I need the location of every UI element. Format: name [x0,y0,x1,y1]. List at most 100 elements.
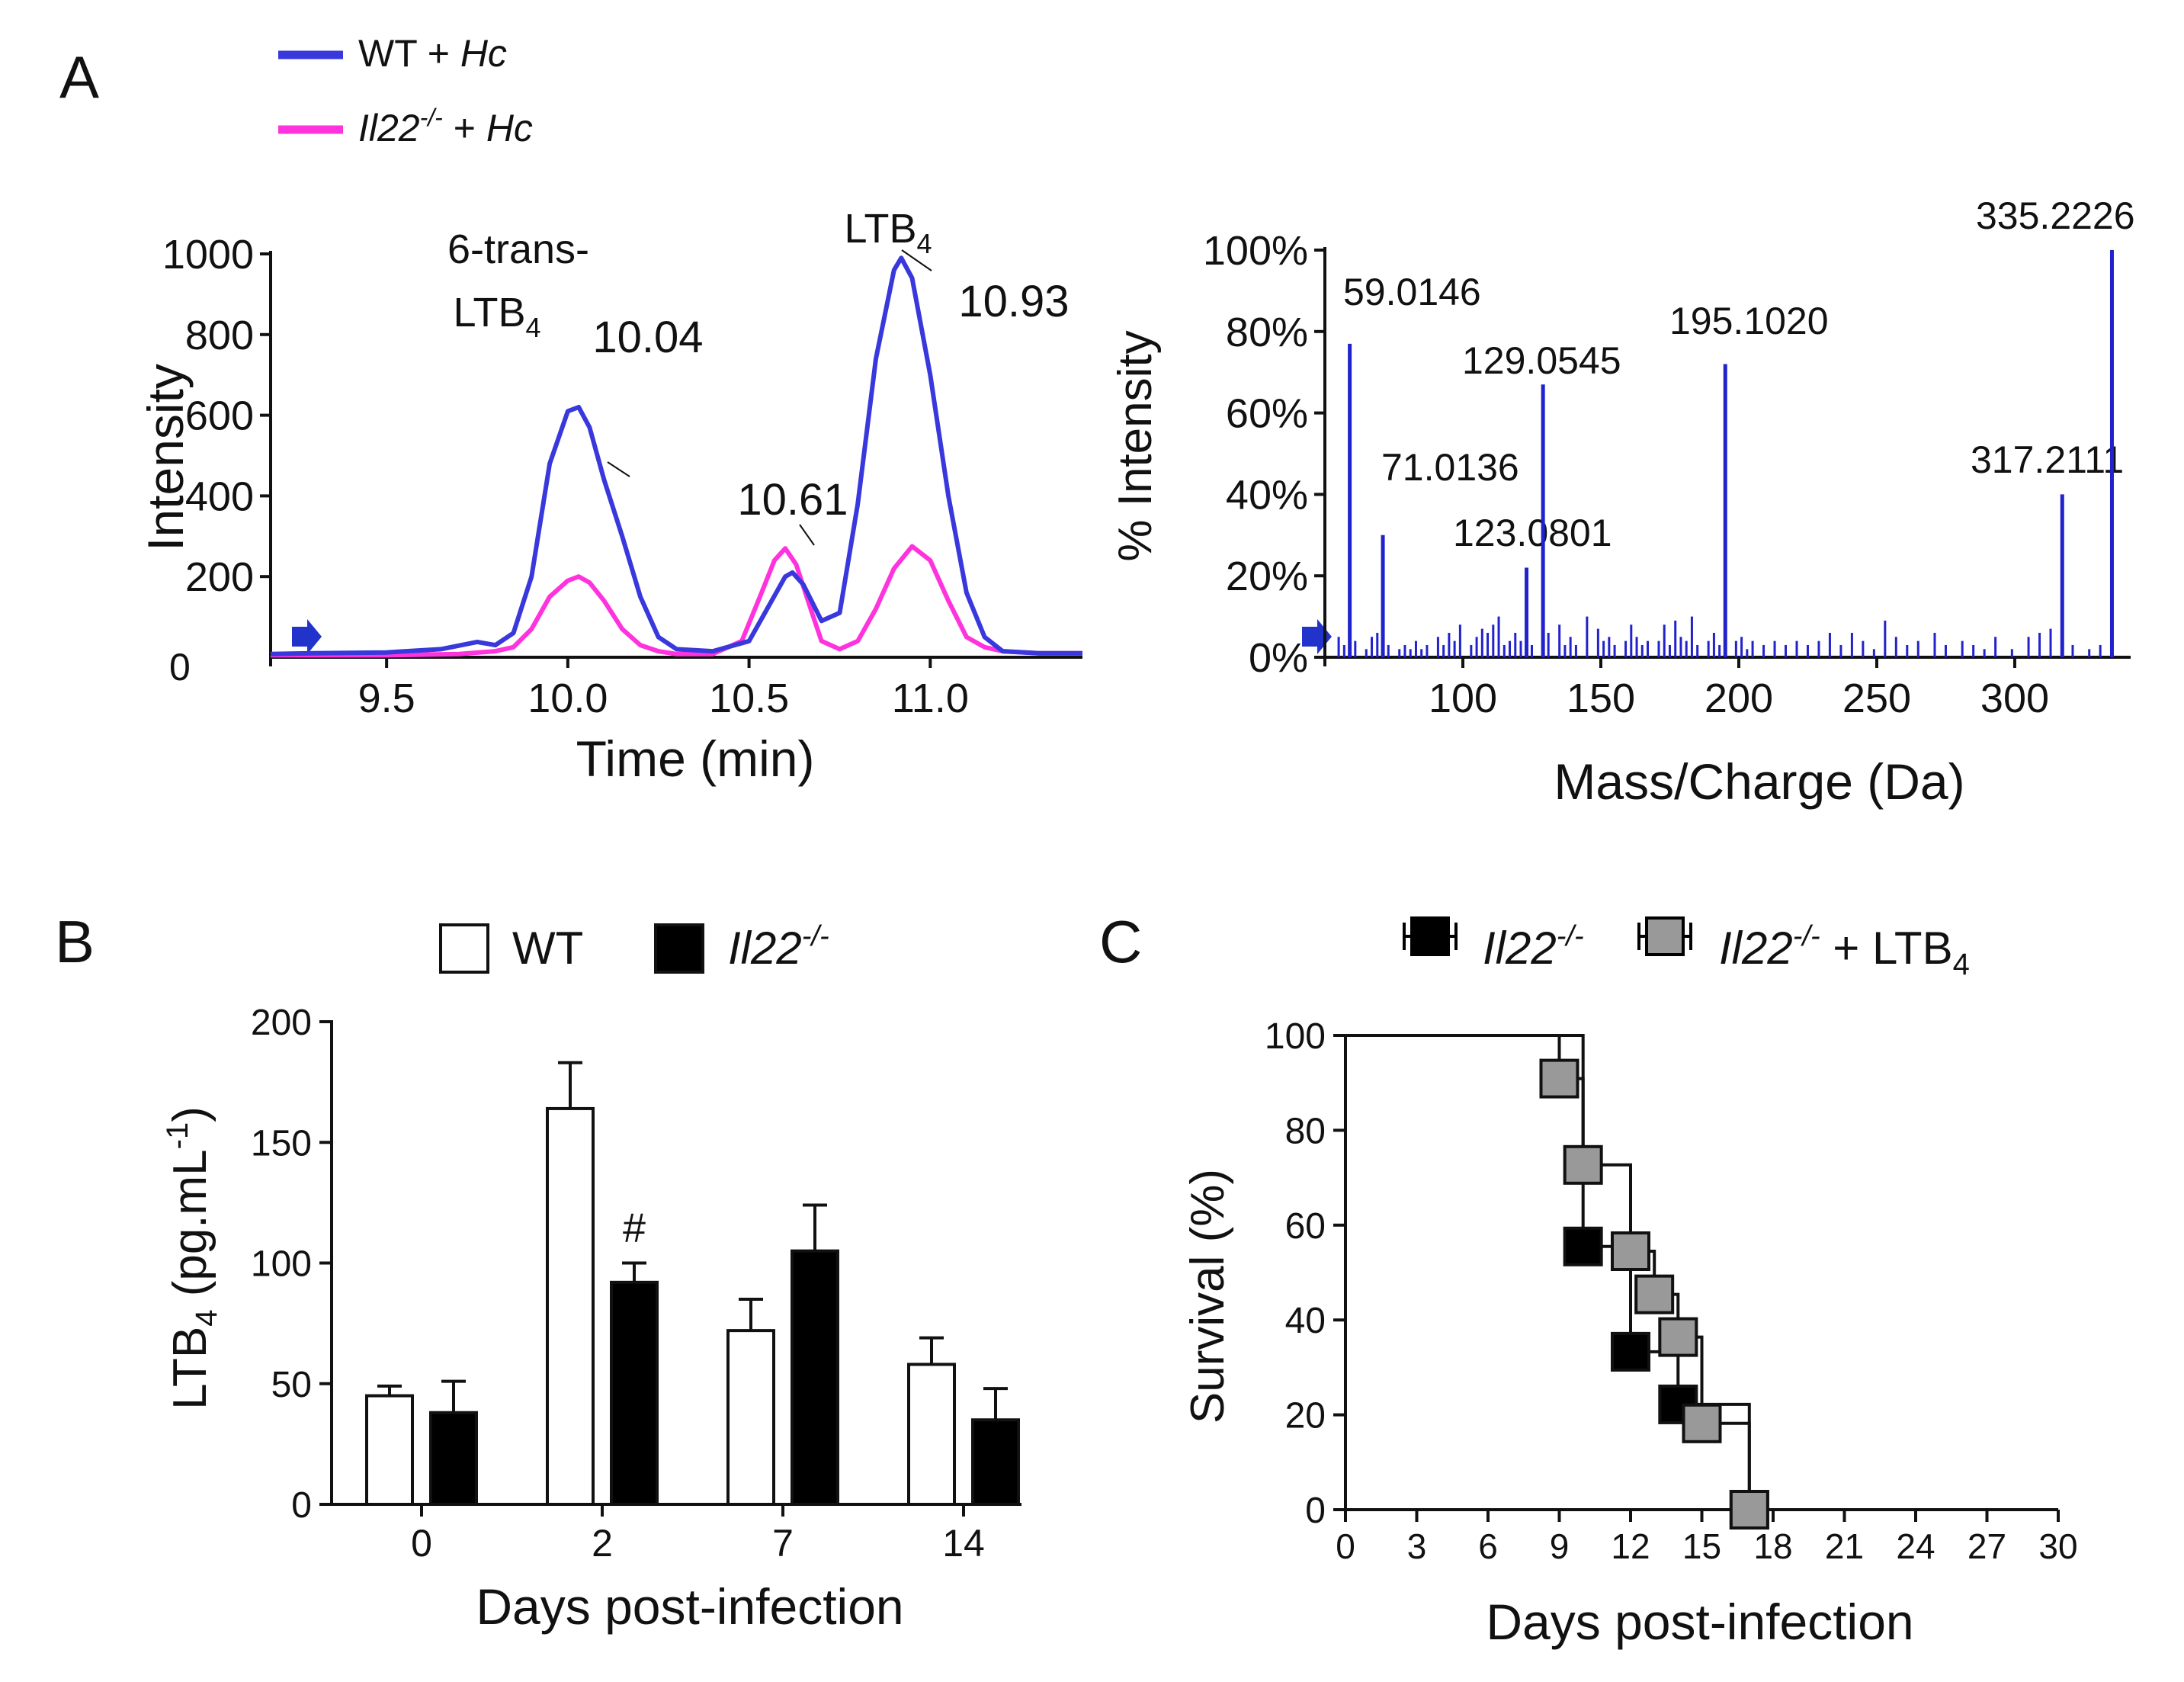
spectrum-x-tick-label: 100 [1429,676,1497,721]
peak-10-61-leader-line [799,524,815,546]
bar-chart-x-tick-label: 7 [772,1522,794,1565]
survival-y-tick-label: 60 [1285,1206,1326,1247]
survival-x-tick-label: 12 [1611,1526,1650,1566]
significance-marker: # [623,1205,646,1251]
bar-il22 [971,1418,1020,1506]
chromatogram-y-tick-label: 200 [185,554,254,600]
chromatogram-x-tick-label: 11.0 [892,676,969,721]
survival-marker-il22-ltb4 [1563,1144,1603,1185]
survival-x-tick-label: 30 [2038,1526,2077,1566]
survival-y-tick-label: 0 [1305,1491,1326,1531]
survival-x-label: Days post-infection [1486,1594,1913,1650]
right-arrow-icon [292,619,322,654]
bar-chart-x-tick-label: 14 [942,1522,985,1565]
spectrum-y-tick-label: 100% [1203,228,1308,274]
spectrum-y-tick-label: 60% [1226,391,1308,437]
legend-c-s1-label: Il22-/- [1483,920,1584,974]
spectrum-y-tick-label: 20% [1226,554,1308,599]
spectrum-x-tick-label: 300 [1980,676,2049,721]
chromatogram-y-tick-label: 1000 [162,232,254,278]
bar-chart-x-label: Days post-infection [476,1578,903,1635]
peak-label: 10.93 [958,277,1069,326]
legend-c-s2-label: Il22-/- + LTB4 [1719,920,1970,981]
survival-x-tick-label: 24 [1896,1526,1935,1566]
survival-x-tick-label: 18 [1753,1526,1792,1566]
survival-chart: Survival (%) Days post-infection 0204060… [1182,1016,2078,1650]
ltb4-bar-chart: LTB4 (pg.mL-1) Days post-infection 0 50 10… [161,1003,1021,1635]
legend-a-il22-label: Il22-/- + Hc [358,104,533,149]
peak-10-04-leader-line [607,461,630,477]
chromatogram-x-label: Time (min) [576,730,815,787]
survival-x-tick-label: 15 [1682,1526,1721,1566]
spectrum-peak-label: 317.2111 [1971,438,2124,481]
survival-x-tick-label: 21 [1825,1526,1864,1566]
survival-marker-il22-ltb4 [1729,1490,1769,1530]
legend-c-s1-marker [1410,916,1450,956]
chromatogram-x-tick-label: 10.5 [709,676,789,721]
legend-a-wt-label: WT + Hc [358,32,507,75]
survival-marker-il22 [1563,1226,1603,1266]
spectrum-peak-label: 335.2226 [1976,194,2135,237]
chromatogram-y-label: Intensity [137,364,194,551]
spectrum-x-tick-label: 200 [1705,676,1773,721]
bar-chart-y-tick-label: 100 [251,1244,312,1285]
bar-chart-y-tick-label: 50 [271,1365,312,1405]
chromatogram-x-tick-label: 9.5 [358,676,415,721]
annotation-6-trans-line2: LTB4 [453,290,540,343]
ltb4-leader-line [901,249,932,271]
survival-marker-il22 [1611,1331,1650,1372]
spectrum-x-label: Mass/Charge (Da) [1554,753,1964,810]
legend-b-il22-swatch [654,923,704,974]
survival-y-tick-label: 100 [1265,1016,1326,1057]
panel-label-c: C [1099,908,1142,975]
survival-marker-il22-ltb4 [1539,1058,1579,1099]
chromatogram-y-tick-label: 800 [185,313,254,358]
panel-label-a: A [59,43,99,111]
legend-b-wt-swatch [439,923,489,974]
spectrum-y-tick-label: 80% [1226,310,1308,355]
survival-marker-il22-ltb4 [1682,1403,1722,1443]
legend-b-wt-label: WT [512,923,583,974]
spectrum-peak-label: 195.1020 [1669,300,1829,342]
survival-y-tick-label: 20 [1285,1396,1326,1436]
spectrum-y-label: % Intensity [1109,330,1162,561]
bar-il22 [429,1411,478,1506]
spectrum-peak-label: 123.0801 [1453,512,1612,554]
annotation-6-trans-line1: 6-trans- [447,226,589,272]
spectrum-x-tick-label: 150 [1567,676,1635,721]
legend-b-il22-label: Il22-/- [728,920,829,974]
survival-x-tick-label: 6 [1478,1526,1498,1566]
peak-label: 10.61 [737,475,848,525]
chromatogram-y-tick-label: 600 [185,393,254,439]
survival-y-tick-label: 40 [1285,1301,1326,1341]
mass-spectrum-chart: % Intensity Mass/Charge (Da) 0% 20% 40% 60%… [1109,194,2135,810]
bar-il22 [791,1249,839,1507]
bar-chart-y-tick-label: 0 [291,1485,312,1526]
peak-label: 10.04 [592,313,703,362]
bar-chart-y-tick-label: 200 [251,1003,312,1043]
survival-marker-il22-ltb4 [1658,1317,1698,1357]
legend-c-s2-marker [1645,916,1685,956]
survival-y-label: Survival (%) [1182,1169,1234,1424]
bar-chart-y-label: LTB4 (pg.mL-1) [161,1106,223,1410]
bar-wt [726,1329,775,1506]
spectrum-peak-label: 129.0545 [1462,339,1621,382]
survival-x-tick-label: 3 [1407,1526,1427,1566]
chromatogram-series-il22 [271,544,1082,658]
chromatogram-arrow-zero-label: 0 [169,646,191,689]
chromatogram-x-tick-label: 10.0 [528,676,608,721]
survival-marker-il22-ltb4 [1611,1231,1650,1272]
bar-chart-x-tick-label: 2 [592,1522,613,1565]
chromatogram-y-tick-label: 400 [185,473,254,519]
chromatogram-chart: Intensity Time (min) 6-trans- LTB4 LTB4 … [137,206,1082,787]
bar-wt [546,1106,595,1506]
annotation-ltb4: LTB4 [844,206,932,259]
panel-label-b: B [55,908,95,975]
spectrum-y-tick-label: 0% [1249,635,1308,681]
bar-il22 [610,1280,659,1506]
survival-x-tick-label: 0 [1336,1526,1355,1566]
spectrum-peak-label: 59.0146 [1343,271,1481,313]
survival-x-tick-label: 9 [1550,1526,1570,1566]
chromatogram-series-wt [270,255,1082,656]
